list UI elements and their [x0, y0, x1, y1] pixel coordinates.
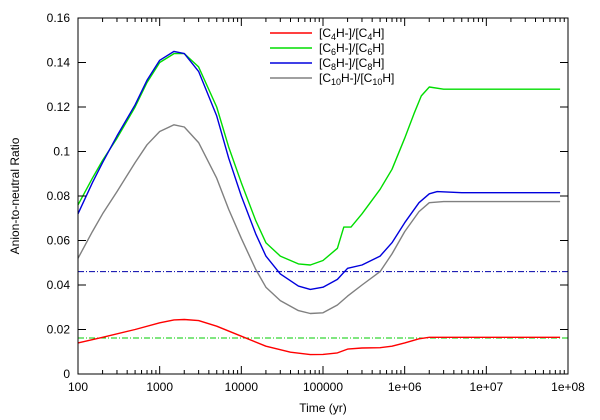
legend-entry: [C10H-]/[C10H]: [319, 71, 394, 87]
series-lines: [77, 50, 561, 356]
legend-entry: [C8H-]/[C8H]: [319, 56, 384, 72]
y-tick-label: 0.14: [47, 56, 71, 70]
axis-ticks: 100 1000 10000 100000 1e+06 1e+07 1e+08 0 0.02 0.…: [47, 11, 586, 394]
x-tick-label: 10000: [225, 380, 259, 394]
legend: [C4H-]/[C4H][C6H-]/[C6H][C8H-]/[C8H][C10…: [270, 26, 394, 87]
legend-entry: [C4H-]/[C4H]: [319, 26, 384, 42]
x-tick-label: 1e+06: [388, 380, 422, 394]
x-tick-label: 100: [68, 380, 88, 394]
series-line: [77, 124, 561, 315]
y-tick-label: 0.04: [47, 278, 71, 292]
y-tick-label: 0: [63, 367, 70, 381]
x-tick-label: 1e+08: [551, 380, 585, 394]
x-tick-label: 1e+07: [469, 380, 503, 394]
y-axis-label: Anion-to-neutral Ratio: [8, 137, 22, 254]
reference-lines: [78, 271, 568, 339]
x-tick-label: 1000: [146, 380, 173, 394]
y-tick-label: 0.06: [47, 234, 71, 248]
y-tick-label: 0.12: [47, 100, 71, 114]
series-line: [77, 50, 561, 291]
series-line: [77, 318, 561, 356]
y-tick-label: 0.02: [47, 323, 71, 337]
x-axis-label: Time (yr): [299, 401, 347, 415]
y-tick-label: 0.08: [47, 189, 71, 203]
y-tick-label: 0.16: [47, 11, 71, 25]
x-tick-label: 100000: [303, 380, 343, 394]
y-tick-label: 0.1: [53, 145, 70, 159]
legend-entry: [C6H-]/[C6H]: [319, 41, 384, 57]
series-line: [77, 52, 561, 266]
